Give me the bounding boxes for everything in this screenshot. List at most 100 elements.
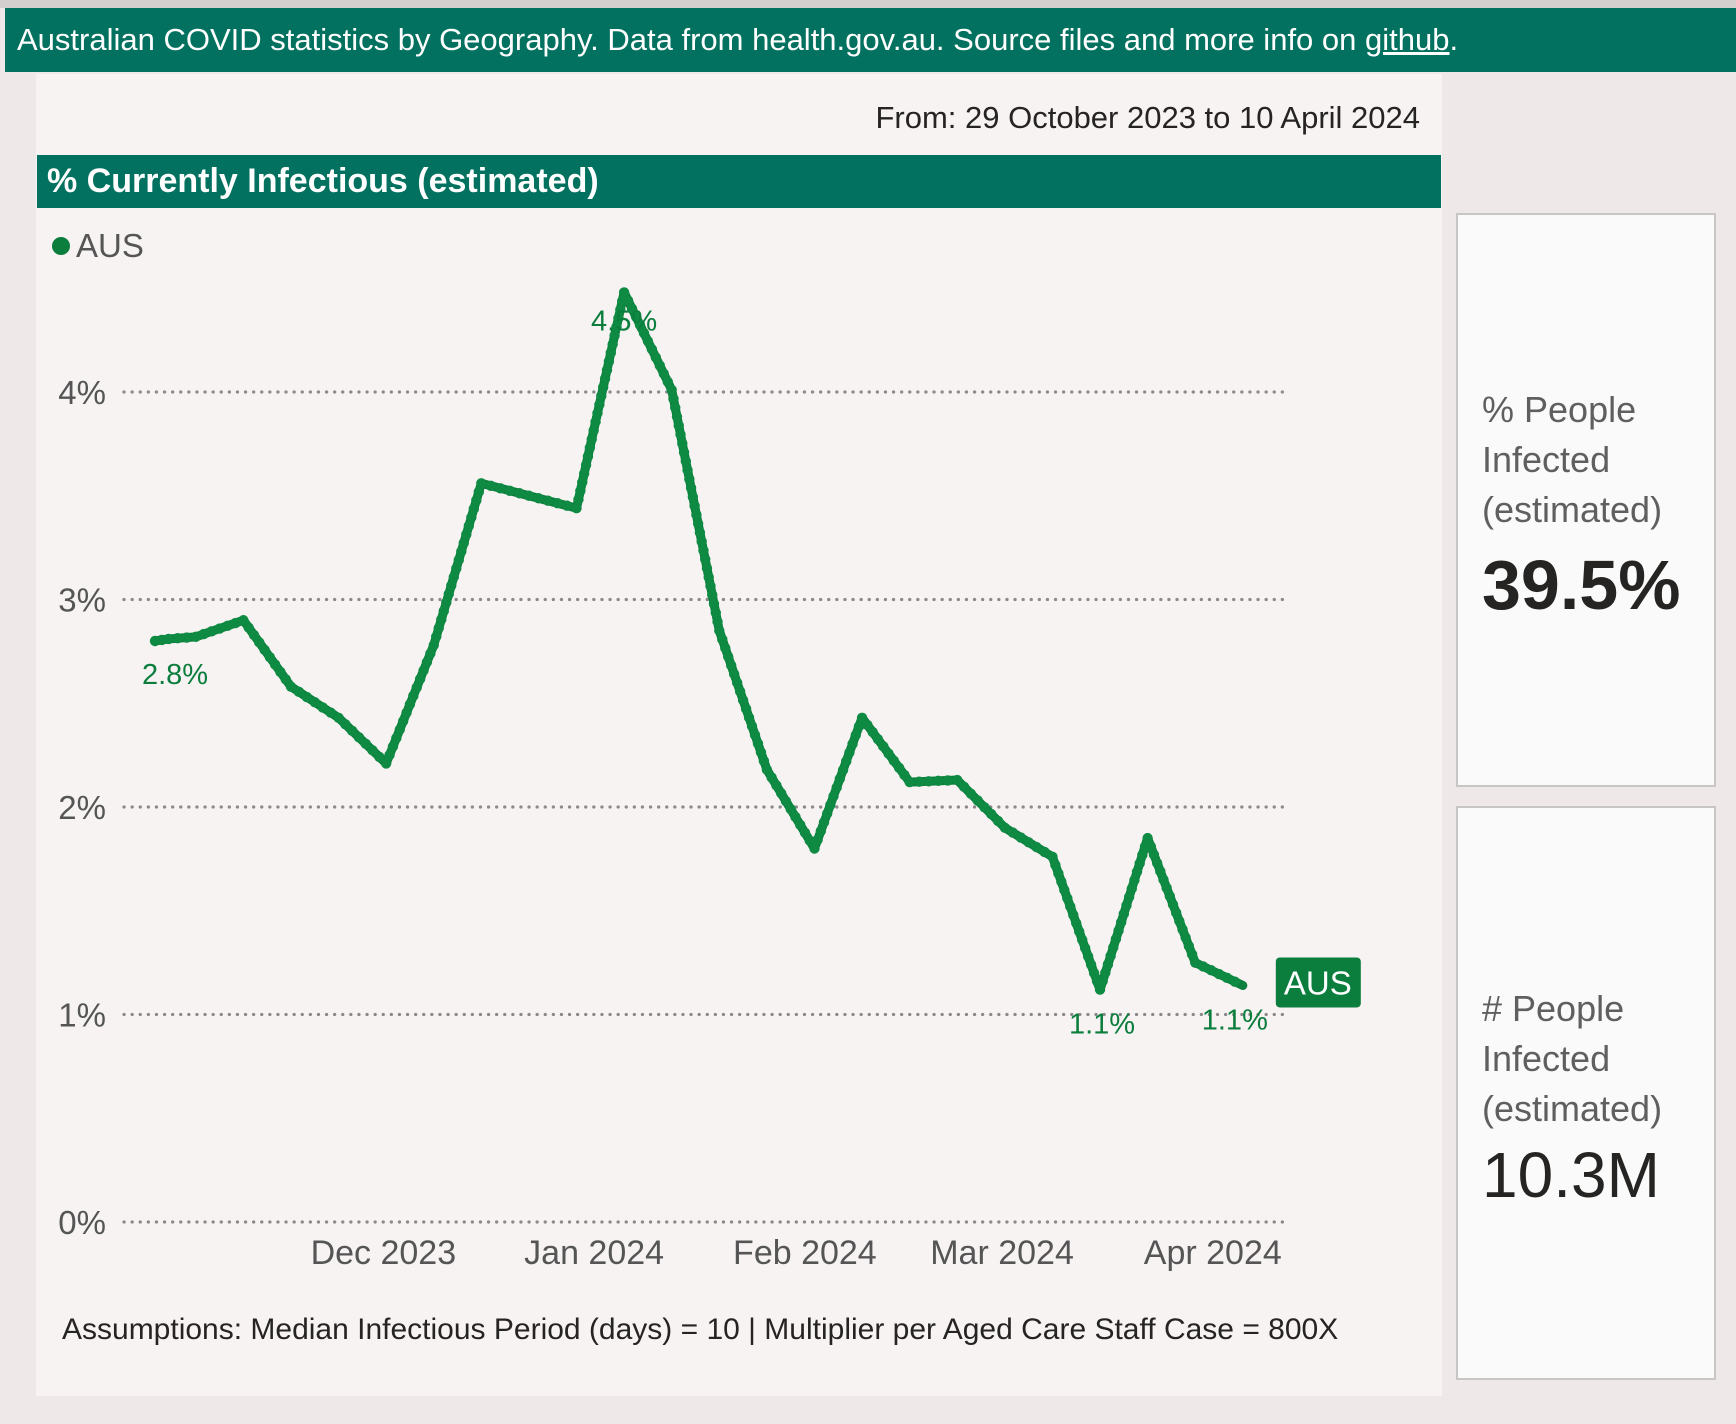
line-point (1113, 925, 1124, 936)
series-end-label: AUS (1284, 964, 1352, 1001)
line-point (1085, 959, 1097, 970)
x-tick-label: Mar 2024 (930, 1234, 1074, 1272)
line-point (749, 729, 761, 741)
line-point (634, 319, 646, 331)
line-point (618, 287, 630, 298)
line-point (438, 605, 449, 617)
line-point (394, 724, 405, 735)
line-point (401, 707, 412, 718)
line-point (790, 811, 801, 823)
line-point (1068, 909, 1079, 921)
line-point (678, 447, 690, 458)
line-point (893, 762, 905, 774)
line-point (1115, 917, 1127, 928)
line-point (682, 464, 693, 476)
line-point (418, 665, 429, 676)
line-point (684, 473, 695, 485)
line-point (275, 666, 286, 678)
data-label: 1.1% (1069, 1009, 1135, 1041)
line-point (458, 537, 470, 549)
line-point (473, 486, 485, 498)
line-point (740, 703, 752, 715)
line-point (613, 313, 624, 324)
line-point (1062, 893, 1073, 904)
line-point (699, 554, 711, 565)
line-point (181, 632, 192, 643)
line-point (1082, 951, 1094, 962)
line-point (468, 503, 480, 515)
line-point (834, 773, 846, 784)
line-point (476, 478, 487, 489)
line-point (952, 774, 963, 786)
line-point (1074, 926, 1085, 937)
x-tick-label: Dec 2023 (311, 1234, 457, 1272)
line-point (734, 686, 746, 697)
line-point (671, 411, 683, 422)
line-point (590, 416, 601, 428)
line-point (761, 764, 773, 775)
kpi-label: # People Infected (estimated) (1482, 988, 1663, 1129)
line-point (673, 420, 684, 431)
line-point (1100, 967, 1111, 978)
line-point (609, 330, 620, 341)
line-point (714, 625, 725, 636)
data-labels: 2.8% 4.5% 1.1% 1.1% AUS (142, 305, 1361, 1041)
line-point (1094, 984, 1106, 995)
legend-label-aus: AUS (76, 227, 144, 264)
line-point (280, 674, 291, 685)
line-point (514, 488, 525, 499)
x-tick-label: Apr 2024 (1144, 1234, 1282, 1272)
line-point (259, 644, 270, 655)
line-point (433, 622, 444, 634)
kpi-value: 39.5% (1482, 546, 1681, 624)
line-point (584, 442, 596, 453)
line-point (387, 741, 399, 752)
line-point (746, 721, 758, 732)
gridlines (122, 390, 1290, 1224)
line-point (662, 376, 673, 387)
line-point (685, 482, 697, 494)
line-point (353, 732, 365, 743)
line-point (421, 656, 433, 668)
github-link[interactable]: github (1365, 22, 1450, 57)
line-point (1108, 942, 1119, 953)
line-point (603, 356, 615, 367)
line-point (485, 480, 497, 491)
y-tick-label: 2% (58, 789, 106, 826)
x-tick-label: Feb 2024 (733, 1234, 877, 1272)
line-point (1145, 841, 1156, 852)
line-point (758, 755, 770, 767)
line-point (1229, 976, 1241, 987)
line-point (999, 822, 1011, 833)
line-point (230, 617, 241, 629)
line-point (1105, 950, 1116, 962)
line-point (701, 563, 713, 574)
line-point (799, 827, 811, 838)
line-point (238, 615, 249, 626)
line-point (428, 639, 439, 651)
line-point (580, 459, 592, 471)
line-point (622, 295, 634, 306)
line-point (425, 648, 436, 659)
line-point (821, 808, 833, 819)
line-point (837, 764, 849, 776)
line-point (599, 373, 611, 384)
line-point (705, 580, 716, 592)
line-point (1148, 849, 1160, 860)
line-point (1102, 959, 1114, 970)
line-point (1142, 832, 1153, 844)
line-point (443, 588, 454, 600)
line-point (642, 335, 654, 347)
line-point (1121, 900, 1132, 911)
line-point (646, 344, 658, 355)
line-point (720, 642, 731, 654)
line-point (828, 791, 839, 802)
line-point (668, 393, 679, 405)
line-point (325, 707, 336, 718)
line-point (853, 721, 865, 732)
line-point (384, 749, 395, 761)
line-point (752, 738, 764, 749)
line-point (725, 660, 737, 671)
line-point (346, 725, 358, 737)
line-point (650, 352, 662, 363)
